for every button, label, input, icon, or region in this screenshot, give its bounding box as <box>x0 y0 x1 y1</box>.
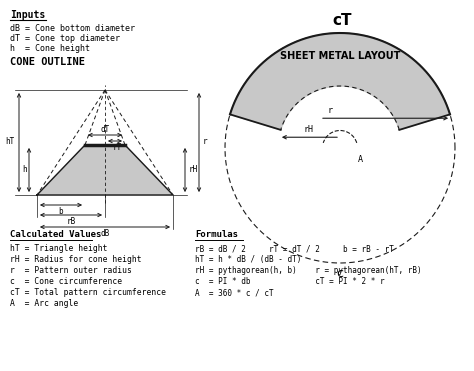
Text: rH = Radius for cone height: rH = Radius for cone height <box>10 255 142 264</box>
Text: SHEET METAL LAYOUT: SHEET METAL LAYOUT <box>280 51 400 61</box>
Text: rH: rH <box>304 125 314 134</box>
Text: b: b <box>59 207 64 216</box>
Text: h  = Cone height: h = Cone height <box>10 44 90 53</box>
Text: c  = PI * db              cT = PI * 2 * r: c = PI * db cT = PI * 2 * r <box>195 277 384 286</box>
Text: rB = dB / 2     rT = dT / 2     b = rB - rT: rB = dB / 2 rT = dT / 2 b = rB - rT <box>195 244 394 253</box>
Text: Inputs: Inputs <box>10 10 45 20</box>
Text: CONE OUTLINE: CONE OUTLINE <box>10 57 85 67</box>
Text: hT: hT <box>6 138 15 147</box>
Text: dT: dT <box>100 125 109 134</box>
Text: r  = Pattern outer radius: r = Pattern outer radius <box>10 266 132 275</box>
Text: A  = 360 * c / cT: A = 360 * c / cT <box>195 288 273 297</box>
Text: A: A <box>358 155 363 164</box>
Text: cT = Total pattern circumference: cT = Total pattern circumference <box>10 288 166 297</box>
Text: dB = Cone bottom diameter: dB = Cone bottom diameter <box>10 24 135 33</box>
Text: rH = pythagorean(h, b)    r = pythagorean(hT, rB): rH = pythagorean(h, b) r = pythagorean(h… <box>195 266 422 275</box>
Text: rH: rH <box>189 165 198 174</box>
Text: h: h <box>22 165 27 174</box>
Polygon shape <box>230 33 450 130</box>
Text: Formulas: Formulas <box>195 230 238 239</box>
Text: rB: rB <box>66 217 76 226</box>
Text: hT = h * dB / (dB - dT): hT = h * dB / (dB - dT) <box>195 255 301 264</box>
Text: c: c <box>337 267 344 280</box>
Text: hT = Triangle height: hT = Triangle height <box>10 244 108 253</box>
Text: rT: rT <box>112 143 122 152</box>
Text: Calculated Values: Calculated Values <box>10 230 101 239</box>
Text: dB: dB <box>100 229 109 238</box>
Text: cT: cT <box>332 13 352 28</box>
Text: r: r <box>203 138 208 147</box>
Text: c  = Cone circumference: c = Cone circumference <box>10 277 122 286</box>
Text: dT = Cone top diameter: dT = Cone top diameter <box>10 34 120 43</box>
Polygon shape <box>37 145 173 195</box>
Text: r: r <box>328 106 332 115</box>
Text: A  = Arc angle: A = Arc angle <box>10 299 78 308</box>
